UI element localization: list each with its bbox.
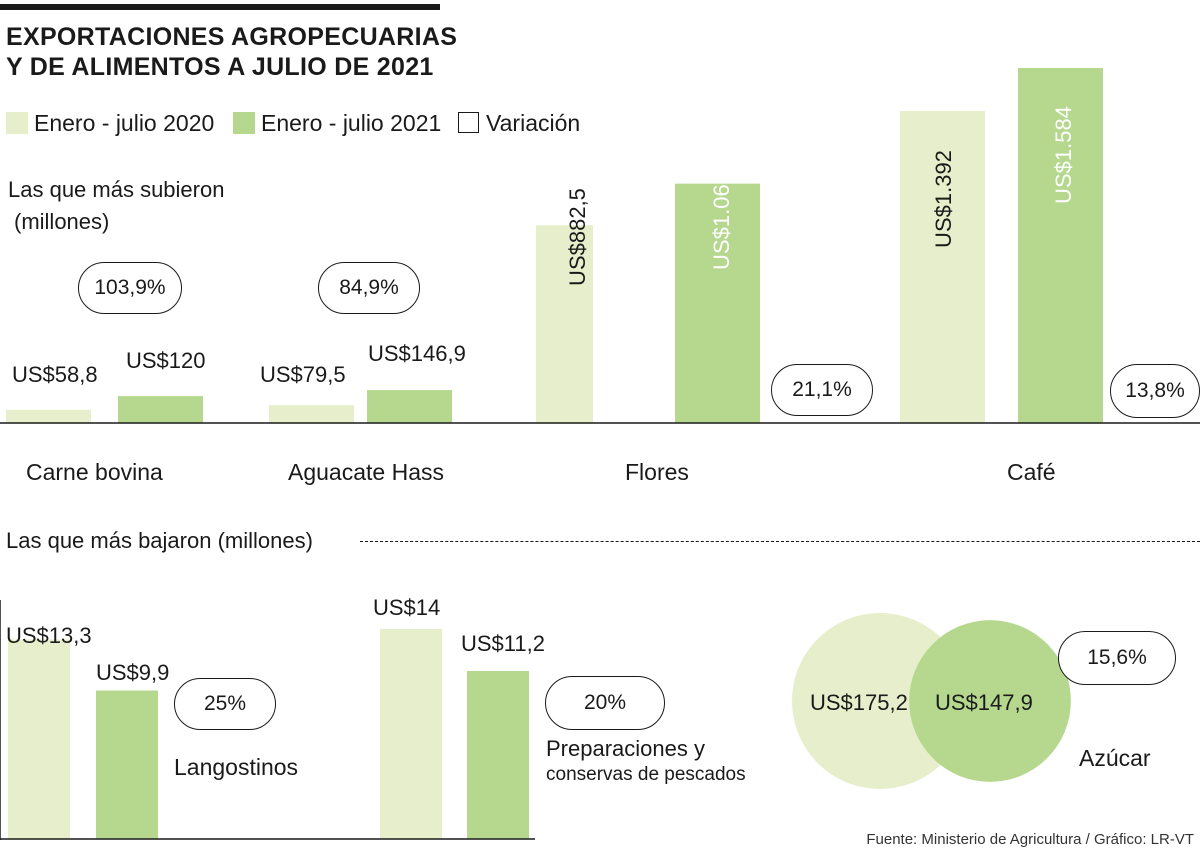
bar-aguacate-2021: [367, 390, 452, 423]
top-bar-chart: [0, 60, 1200, 425]
bar-langostinos-2021: [96, 690, 158, 839]
value-label-preparaciones-2021: US$11,2: [461, 631, 545, 656]
title-rule: [0, 4, 440, 10]
legend-label-2020: Enero - julio 2020: [34, 110, 215, 136]
bar-preparaciones-2020: [380, 629, 442, 839]
value-label-carne-2020: US$58,8: [12, 362, 98, 387]
bottom-chart-svg: [0, 600, 1071, 840]
category-preparaciones-line1: Preparaciones y: [546, 736, 705, 761]
variation-pill-aguacate: 84,9%: [318, 262, 420, 314]
variation-pill-flores: 21,1%: [771, 364, 873, 416]
chart-title-line2: Y DE ALIMENTOS A JULIO DE 2021: [6, 53, 434, 81]
category-cafe: Café: [1007, 459, 1056, 485]
bar-preparaciones-2021: [467, 671, 529, 839]
value-label-flores-2021: US$1.068: [709, 172, 734, 270]
value-label-aguacate-2021: US$146,9: [368, 341, 466, 366]
legend-swatch-2021: [233, 112, 255, 134]
legend-swatch-2020: [6, 112, 28, 134]
value-label-preparaciones-2020: US$14: [373, 595, 441, 620]
value-label-aguacate-2020: US$79,5: [260, 362, 346, 387]
bar-aguacate-2020: [269, 405, 354, 423]
variation-pill-azucar: 15,6%: [1058, 631, 1176, 685]
variation-pill-carne: 103,9%: [78, 262, 182, 314]
section-up-title: Las que más subieron: [8, 177, 225, 202]
value-label-azucar-2021: US$147,9: [935, 690, 1033, 715]
category-aguacate-hass: Aguacate Hass: [288, 459, 444, 485]
legend-swatch-variation: [458, 112, 479, 133]
value-label-langostinos-2021: US$9,9: [96, 660, 170, 685]
bar-langostinos-2020: [8, 639, 70, 839]
category-carne-bovina: Carne bovina: [26, 459, 163, 485]
variation-pill-langostinos: 25%: [174, 678, 276, 730]
top-bar-chart-svg: [0, 68, 1200, 424]
chart-title-line1: EXPORTACIONES AGROPECUARIAS: [6, 23, 458, 51]
legend-label-variation: Variación: [486, 110, 581, 136]
variation-pill-cafe: 13,8%: [1110, 364, 1200, 418]
bar-carne-2020: [6, 409, 91, 423]
value-label-langostinos-2020: US$13,3: [6, 623, 92, 648]
value-label-cafe-2020: US$1.392: [931, 150, 956, 248]
category-azucar: Azúcar: [1079, 745, 1151, 771]
circle-azucar-2021: [909, 620, 1071, 782]
section-divider: [360, 541, 1200, 542]
category-langostinos: Langostinos: [174, 754, 299, 780]
value-label-azucar-2020: US$175,2: [810, 690, 908, 715]
legend-label-2021: Enero - julio 2021: [261, 110, 442, 136]
source-note: Fuente: Ministerio de Agricultura / Gráf…: [866, 831, 1194, 848]
value-label-cafe-2021: US$1.584: [1051, 106, 1076, 204]
bar-flores-2020: [536, 225, 593, 423]
bar-cafe-2021: [1018, 68, 1103, 423]
category-flores: Flores: [625, 459, 689, 485]
value-label-flores-2020: US$882,5: [565, 188, 590, 286]
bar-carne-2021: [118, 396, 203, 423]
section-down-title: Las que más bajaron (millones): [6, 528, 313, 553]
bar-cafe-2020: [900, 111, 985, 423]
bar-flores-2021: [675, 183, 760, 423]
category-preparaciones-line2: conservas de pescados: [546, 764, 746, 785]
section-up-unit: (millones): [14, 209, 110, 234]
variation-pill-preparaciones: 20%: [545, 676, 665, 730]
bottom-chart: [0, 600, 1200, 840]
value-label-carne-2021: US$120: [126, 348, 206, 373]
